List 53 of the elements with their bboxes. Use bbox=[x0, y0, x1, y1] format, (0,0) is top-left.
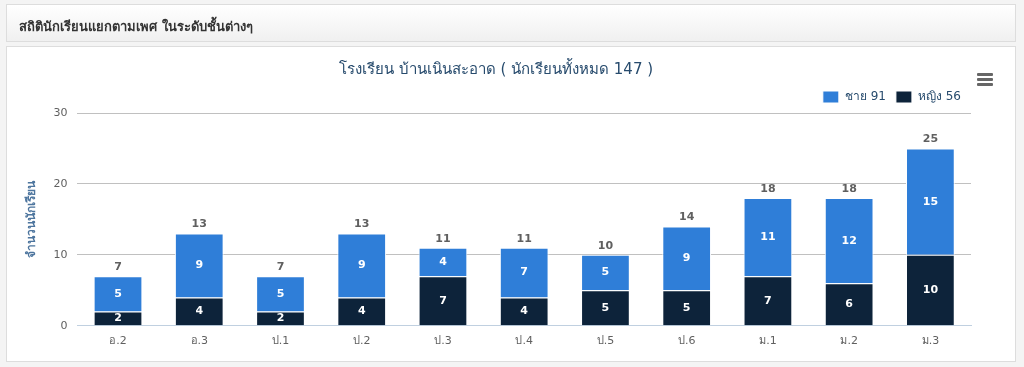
data-label: 5 bbox=[601, 300, 610, 314]
x-tick-label: อ.3 bbox=[190, 334, 208, 348]
data-label: 9 bbox=[682, 251, 691, 265]
x-tick-label: ป.2 bbox=[352, 334, 371, 348]
data-label: 2 bbox=[276, 311, 285, 325]
data-label: 9 bbox=[357, 258, 366, 272]
data-label: 4 bbox=[195, 304, 204, 318]
data-label: 7 bbox=[764, 293, 772, 307]
x-tick-label: ม.1 bbox=[759, 334, 777, 348]
x-tick-label: ป.4 bbox=[515, 334, 533, 348]
data-label: 5 bbox=[601, 265, 610, 279]
total-label: 11 bbox=[516, 231, 532, 245]
data-label: 6 bbox=[845, 297, 854, 311]
data-label: 7 bbox=[439, 293, 447, 307]
y-tick-label: 30 bbox=[53, 105, 68, 119]
data-label: 11 bbox=[760, 229, 776, 243]
legend-label: ชาย 91 bbox=[844, 89, 886, 104]
total-label: 14 bbox=[679, 210, 695, 224]
x-tick-label: ม.2 bbox=[840, 334, 858, 348]
total-label: 7 bbox=[276, 260, 285, 274]
total-label: 11 bbox=[435, 231, 451, 245]
data-label: 9 bbox=[195, 258, 204, 272]
data-label: 15 bbox=[922, 194, 939, 208]
legend-label: หญิง 56 bbox=[917, 89, 962, 104]
chart-title: โรงเรียน บ้านเนินสะอาด ( นักเรียนทั้งหมด 147 ) bbox=[338, 57, 654, 78]
y-tick-label: 10 bbox=[53, 247, 68, 261]
total-label: 18 bbox=[760, 181, 776, 195]
total-label: 13 bbox=[354, 217, 370, 231]
data-label: 5 bbox=[276, 286, 285, 300]
x-tick-label: ป.6 bbox=[677, 334, 696, 348]
data-label: 10 bbox=[922, 282, 939, 296]
data-label: 4 bbox=[520, 304, 529, 318]
total-label: 25 bbox=[922, 132, 939, 146]
data-label: 4 bbox=[439, 254, 448, 268]
total-label: 18 bbox=[841, 181, 857, 195]
y-axis-title: จำนวนนักเรียน bbox=[24, 179, 39, 258]
total-label: 13 bbox=[191, 217, 207, 231]
data-label: 7 bbox=[520, 265, 529, 279]
y-tick-label: 0 bbox=[60, 318, 68, 332]
x-tick-label: ป.3 bbox=[434, 334, 452, 348]
data-label: 5 bbox=[114, 286, 122, 300]
data-label: 12 bbox=[841, 233, 857, 247]
text: สถิตินักเรียนแยกตามเพศ ในระดับชั้นต่างๆ bbox=[19, 16, 253, 36]
x-tick-label: ป.5 bbox=[596, 334, 615, 348]
data-label: 2 bbox=[114, 311, 122, 325]
x-tick-label: ม.3 bbox=[921, 334, 940, 348]
x-tick-label: อ.2 bbox=[109, 334, 127, 348]
data-label: 4 bbox=[357, 304, 366, 318]
x-tick-label: ป.1 bbox=[271, 334, 290, 348]
total-label: 10 bbox=[597, 238, 614, 252]
data-label: 5 bbox=[682, 300, 691, 314]
total-label: 7 bbox=[114, 260, 122, 274]
y-tick-label: 20 bbox=[53, 176, 68, 190]
